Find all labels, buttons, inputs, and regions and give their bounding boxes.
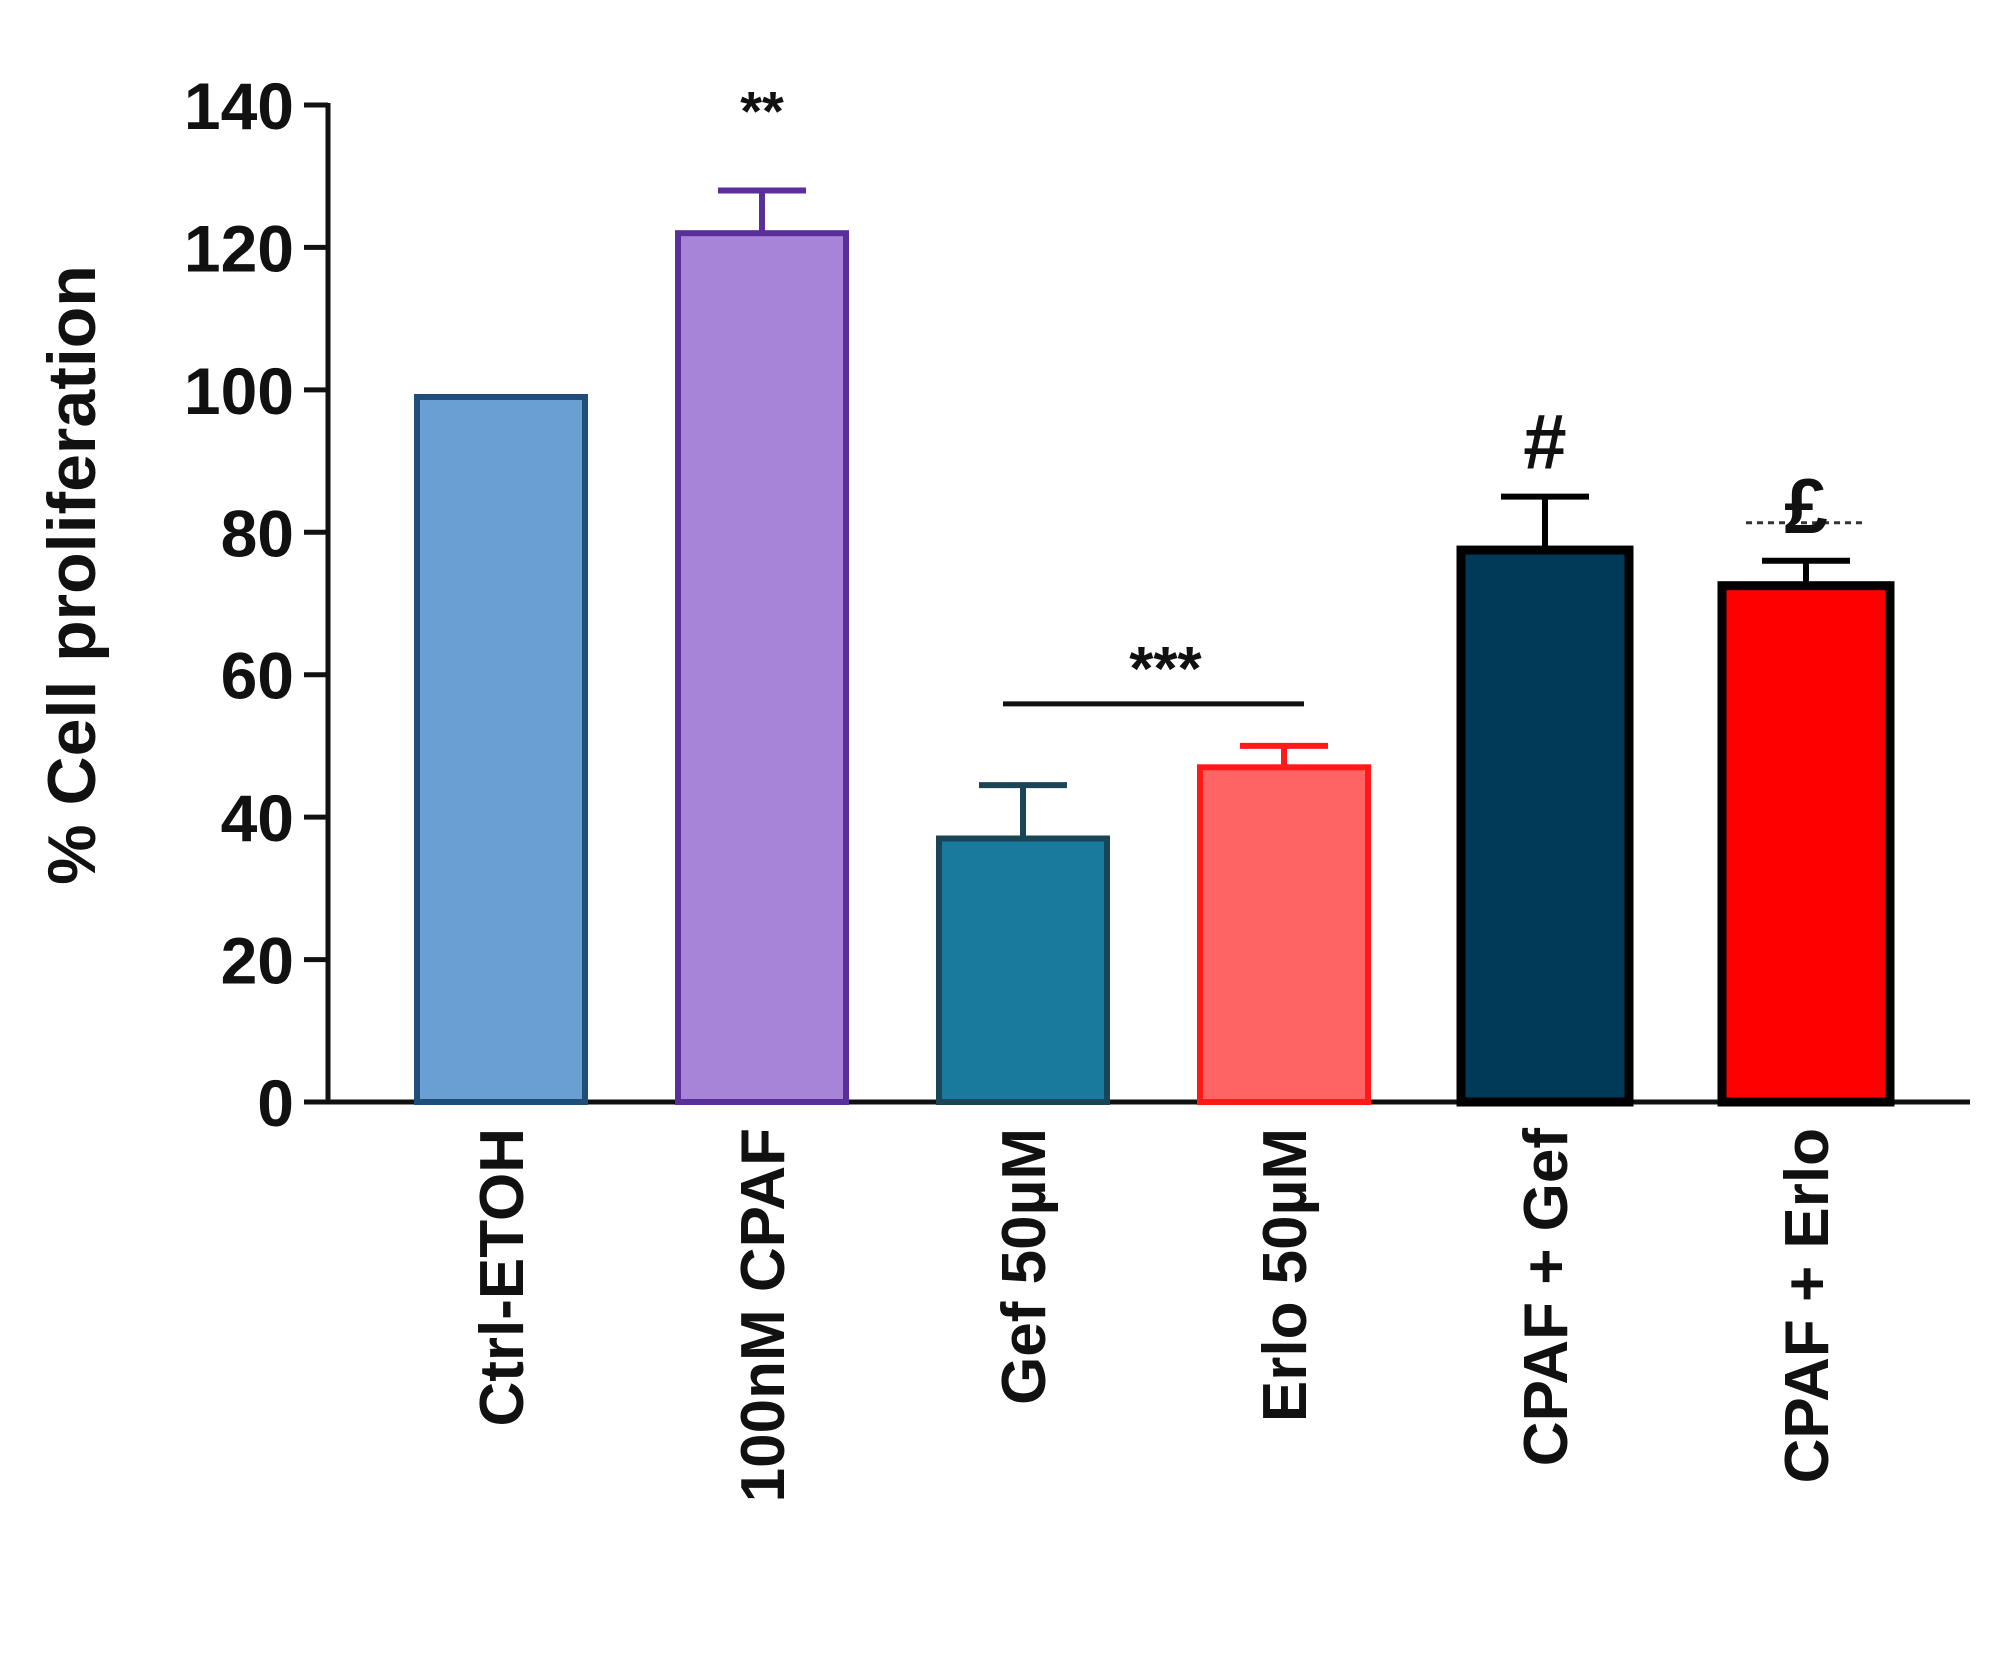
y-tick-label: 140 bbox=[184, 69, 294, 143]
significance-label: £ bbox=[1784, 462, 1827, 550]
bar-100nm-cpaf bbox=[675, 230, 849, 1105]
bar-ctrl-etoh bbox=[414, 393, 588, 1105]
y-axis-label: % Cell proliferation bbox=[34, 265, 110, 885]
y-tick-label: 100 bbox=[184, 354, 294, 428]
significance-label: # bbox=[1523, 398, 1566, 486]
x-tick-label: CPAF + Erlo bbox=[1773, 1128, 1842, 1483]
x-tick-label: CPAF + Gef bbox=[1512, 1128, 1581, 1467]
error-bars bbox=[718, 187, 1850, 839]
bar-gef-50-m bbox=[936, 835, 1110, 1105]
significance-annotations: *****#£ bbox=[740, 79, 1866, 707]
x-tick-label: Erlo 50µM bbox=[1251, 1128, 1320, 1422]
bar-cpaf-erlo bbox=[1717, 581, 1895, 1107]
x-tick-labels: Ctrl-ETOH 100nM CPAF Gef 50µM Erlo 50µM CPAF… bbox=[468, 1128, 1842, 1503]
y-tick-label: 0 bbox=[257, 1066, 294, 1140]
bars bbox=[414, 230, 1895, 1107]
y-tick-label: 80 bbox=[221, 496, 294, 570]
significance-label: *** bbox=[1129, 635, 1202, 704]
x-tick-label: Gef 50µM bbox=[990, 1128, 1059, 1405]
axes bbox=[325, 103, 1970, 1105]
y-tick-label: 120 bbox=[184, 211, 294, 285]
y-tick-label: 40 bbox=[221, 781, 294, 855]
x-tick-label: 100nM CPAF bbox=[729, 1128, 798, 1502]
x-tick-label: Ctrl-ETOH bbox=[468, 1128, 537, 1427]
bar-erlo-50-m bbox=[1197, 764, 1371, 1105]
significance-label: ** bbox=[740, 79, 784, 142]
bar-cpaf-gef bbox=[1456, 545, 1634, 1107]
y-tick-label: 60 bbox=[221, 639, 294, 713]
y-ticks: 0 20 40 60 80 100 120 140 bbox=[184, 69, 328, 1140]
y-tick-label: 20 bbox=[221, 924, 294, 998]
